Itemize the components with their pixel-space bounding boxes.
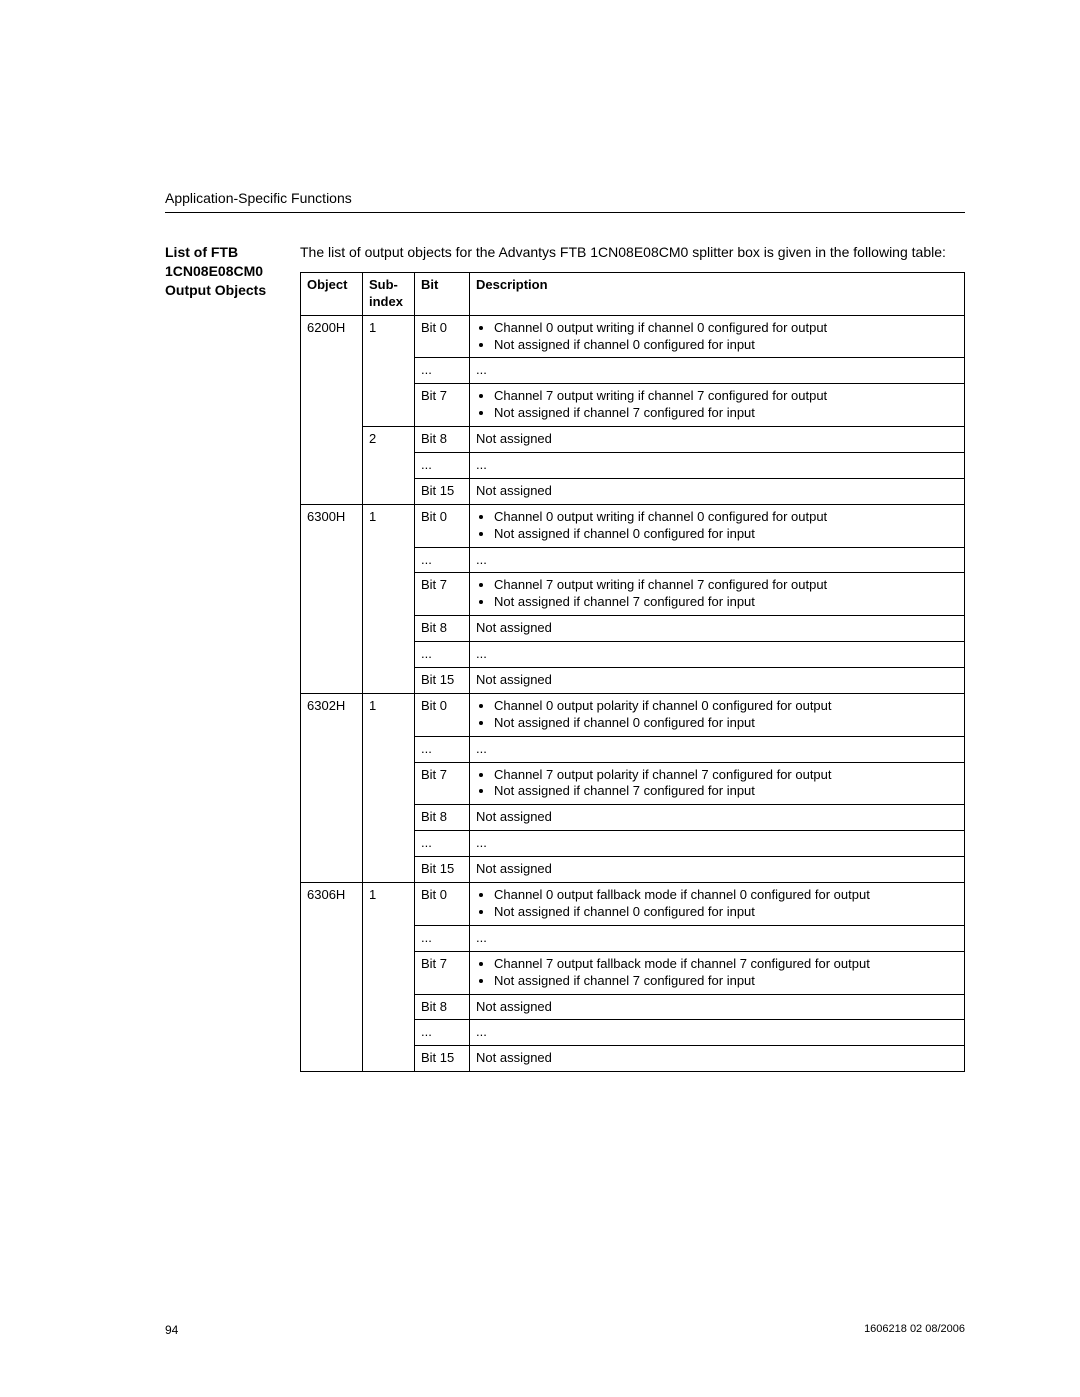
- cell-bit: Bit 0: [415, 504, 470, 547]
- page-footer: 94 1606218 02 08/2006: [165, 1323, 965, 1337]
- cell-bit: Bit 15: [415, 857, 470, 883]
- cell-description: Channel 0 output polarity if channel 0 c…: [470, 693, 965, 736]
- main-column: The list of output objects for the Advan…: [300, 243, 965, 1072]
- cell-description: Channel 0 output writing if channel 0 co…: [470, 315, 965, 358]
- cell-description: Not assigned: [470, 427, 965, 453]
- desc-item: Channel 0 output fallback mode if channe…: [494, 887, 958, 904]
- header-rule: [165, 212, 965, 213]
- cell-bit: Bit 8: [415, 616, 470, 642]
- cell-object: 6302H: [301, 693, 363, 882]
- output-objects-table: Object Sub- index Bit Description 6200H …: [300, 272, 965, 1072]
- cell-bit: ...: [415, 831, 470, 857]
- cell-description: Channel 0 output fallback mode if channe…: [470, 883, 965, 926]
- desc-item: Channel 7 output writing if channel 7 co…: [494, 577, 958, 594]
- desc-item: Channel 7 output fallback mode if channe…: [494, 956, 958, 973]
- desc-item: Channel 7 output writing if channel 7 co…: [494, 388, 958, 405]
- col-subindex-l1: Sub-: [369, 277, 398, 292]
- cell-bit: ...: [415, 642, 470, 668]
- table-row: 6302H 1 Bit 0 Channel 0 output polarity …: [301, 693, 965, 736]
- desc-item: Not assigned if channel 0 configured for…: [494, 526, 958, 543]
- cell-bit: Bit 0: [415, 315, 470, 358]
- section-header: Application-Specific Functions: [165, 190, 965, 206]
- cell-description: Not assigned: [470, 616, 965, 642]
- cell-description: ...: [470, 642, 965, 668]
- cell-bit: Bit 8: [415, 994, 470, 1020]
- cell-description: Channel 7 output writing if channel 7 co…: [470, 573, 965, 616]
- document-page: Application-Specific Functions List of F…: [0, 0, 1080, 1397]
- cell-bit: ...: [415, 736, 470, 762]
- table-row: 6306H 1 Bit 0 Channel 0 output fallback …: [301, 883, 965, 926]
- cell-bit: ...: [415, 547, 470, 573]
- content-row: List of FTB 1CN08E08CM0 Output Objects T…: [165, 243, 965, 1072]
- cell-bit: Bit 7: [415, 573, 470, 616]
- cell-description: ...: [470, 453, 965, 479]
- cell-bit: Bit 0: [415, 693, 470, 736]
- cell-bit: ...: [415, 453, 470, 479]
- desc-item: Not assigned if channel 0 configured for…: [494, 337, 958, 354]
- cell-bit: Bit 7: [415, 762, 470, 805]
- cell-description: ...: [470, 831, 965, 857]
- desc-item: Not assigned if channel 0 configured for…: [494, 715, 958, 732]
- desc-item: Not assigned if channel 7 configured for…: [494, 783, 958, 800]
- side-heading-line: Output Objects: [165, 282, 266, 298]
- cell-bit: Bit 15: [415, 1046, 470, 1072]
- desc-item: Channel 0 output writing if channel 0 co…: [494, 320, 958, 337]
- cell-description: ...: [470, 736, 965, 762]
- desc-item: Not assigned if channel 7 configured for…: [494, 973, 958, 990]
- cell-description: Channel 7 output polarity if channel 7 c…: [470, 762, 965, 805]
- cell-bit: Bit 8: [415, 805, 470, 831]
- table-header-row: Object Sub- index Bit Description: [301, 272, 965, 315]
- cell-bit: Bit 0: [415, 883, 470, 926]
- cell-description: Not assigned: [470, 805, 965, 831]
- desc-item: Not assigned if channel 7 configured for…: [494, 594, 958, 611]
- col-object: Object: [301, 272, 363, 315]
- cell-description: ...: [470, 358, 965, 384]
- col-description: Description: [470, 272, 965, 315]
- cell-bit: ...: [415, 358, 470, 384]
- col-subindex-l2: index: [369, 294, 403, 309]
- side-heading-line: 1CN08E08CM0: [165, 263, 263, 279]
- page-number: 94: [165, 1323, 178, 1337]
- cell-description: Channel 7 output writing if channel 7 co…: [470, 384, 965, 427]
- cell-description: ...: [470, 925, 965, 951]
- col-subindex: Sub- index: [363, 272, 415, 315]
- cell-subindex: 1: [363, 883, 415, 1072]
- desc-item: Not assigned if channel 7 configured for…: [494, 405, 958, 422]
- desc-item: Not assigned if channel 0 configured for…: [494, 904, 958, 921]
- cell-description: ...: [470, 1020, 965, 1046]
- cell-object: 6300H: [301, 504, 363, 693]
- cell-object: 6306H: [301, 883, 363, 1072]
- cell-subindex: 1: [363, 315, 415, 426]
- cell-description: Not assigned: [470, 478, 965, 504]
- cell-subindex: 1: [363, 693, 415, 882]
- intro-paragraph: The list of output objects for the Advan…: [300, 243, 965, 262]
- side-heading-line: List of FTB: [165, 244, 238, 260]
- table-row: 6300H 1 Bit 0 Channel 0 output writing i…: [301, 504, 965, 547]
- cell-subindex: 1: [363, 504, 415, 693]
- cell-description: Not assigned: [470, 668, 965, 694]
- cell-bit: Bit 7: [415, 384, 470, 427]
- cell-bit: Bit 8: [415, 427, 470, 453]
- cell-description: Not assigned: [470, 1046, 965, 1072]
- cell-bit: Bit 15: [415, 478, 470, 504]
- cell-description: Channel 7 output fallback mode if channe…: [470, 951, 965, 994]
- cell-description: Channel 0 output writing if channel 0 co…: [470, 504, 965, 547]
- desc-item: Channel 0 output writing if channel 0 co…: [494, 509, 958, 526]
- cell-description: Not assigned: [470, 857, 965, 883]
- col-bit: Bit: [415, 272, 470, 315]
- doc-reference: 1606218 02 08/2006: [864, 1323, 965, 1337]
- cell-bit: Bit 15: [415, 668, 470, 694]
- cell-object: 6200H: [301, 315, 363, 504]
- cell-subindex: 2: [363, 427, 415, 505]
- cell-bit: ...: [415, 1020, 470, 1046]
- cell-bit: ...: [415, 925, 470, 951]
- cell-bit: Bit 7: [415, 951, 470, 994]
- desc-item: Channel 0 output polarity if channel 0 c…: [494, 698, 958, 715]
- desc-item: Channel 7 output polarity if channel 7 c…: [494, 767, 958, 784]
- cell-description: Not assigned: [470, 994, 965, 1020]
- table-row: 6200H 1 Bit 0 Channel 0 output writing i…: [301, 315, 965, 358]
- table-row: 2 Bit 8 Not assigned: [301, 427, 965, 453]
- side-heading: List of FTB 1CN08E08CM0 Output Objects: [165, 243, 300, 300]
- cell-description: ...: [470, 547, 965, 573]
